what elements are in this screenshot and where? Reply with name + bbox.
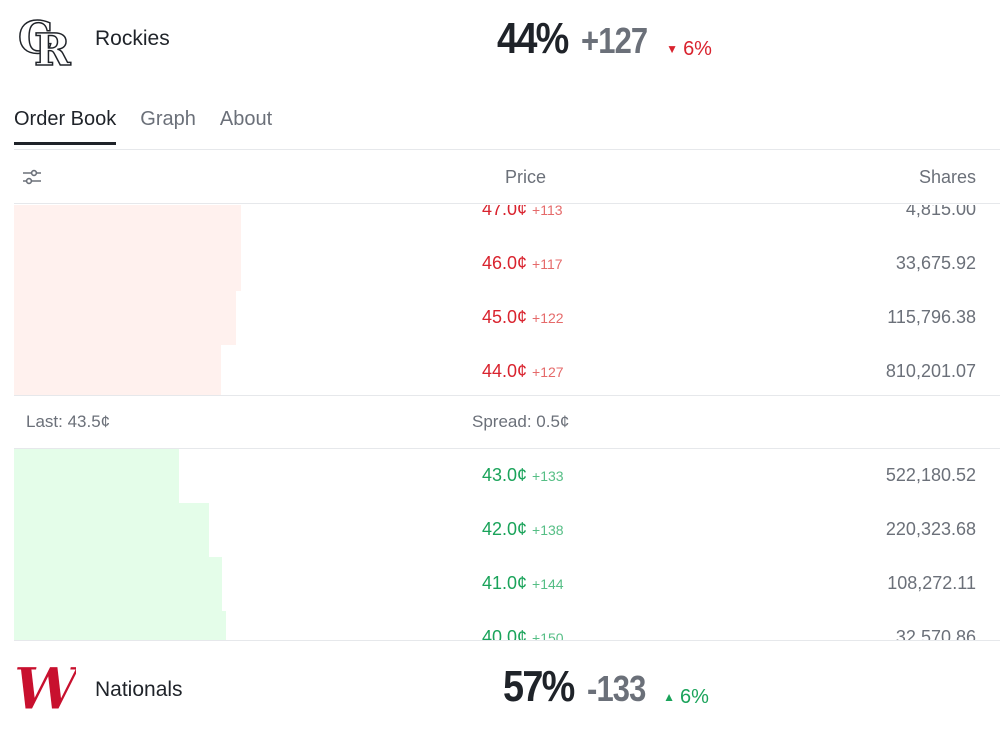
home-moneyline: +127 — [581, 20, 648, 61]
bottom-divider — [14, 640, 1000, 641]
ask-price: 46.0¢ — [482, 253, 528, 273]
ask-shares: 810,201.07 — [885, 361, 976, 381]
bid-price-cell: 43.0¢ +133 — [482, 465, 564, 486]
ask-shares: 4,815.00 — [905, 205, 976, 219]
bid-depth-bar — [14, 503, 210, 557]
bid-row[interactable]: 42.0¢ +138 220,323.68 — [14, 503, 1000, 557]
ask-price: 45.0¢ — [482, 307, 528, 327]
away-team-header: W Nationals 57% -133 ▲ 6% — [0, 651, 1000, 729]
away-change-value: 6% — [680, 685, 709, 708]
ask-price-cell: 44.0¢ +127 — [482, 361, 564, 382]
ask-row[interactable]: 44.0¢ +127 810,201.07 — [14, 345, 1000, 399]
ask-price-cell: 47.0¢ +113 — [482, 205, 563, 220]
svg-text:C: C — [18, 13, 53, 64]
tab-about[interactable]: About — [219, 108, 273, 130]
bid-american-odds: +144 — [532, 576, 564, 592]
bid-shares: 32,570.86 — [895, 627, 976, 641]
bid-price: 42.0¢ — [482, 519, 528, 539]
bid-price: 41.0¢ — [482, 573, 528, 593]
svg-text:R: R — [34, 25, 71, 69]
home-change-value: 6% — [683, 37, 712, 60]
away-odds: 57% -133 ▲ 6% — [503, 662, 709, 712]
ask-depth-bar — [14, 205, 241, 237]
bid-price-cell: 41.0¢ +144 — [482, 573, 564, 594]
away-team-name: Nationals — [95, 678, 183, 701]
bid-price: 43.0¢ — [482, 465, 528, 485]
ask-depth-bar — [14, 291, 236, 345]
ask-american-odds: +117 — [532, 256, 563, 272]
tabs-divider — [14, 149, 1000, 150]
bid-row[interactable]: 40.0¢ +150 32,570.86 — [14, 611, 1000, 641]
spread-value: Spread: 0.5¢ — [472, 412, 570, 431]
home-team-header: C R Rockies 44% +127 ▼ 6% — [0, 0, 1000, 80]
tab-bar: Order Book Graph About — [14, 108, 296, 145]
ask-shares: 33,675.92 — [895, 253, 976, 273]
bid-depth-bar — [14, 611, 226, 641]
tab-graph[interactable]: Graph — [140, 108, 196, 130]
bid-row[interactable]: 41.0¢ +144 108,272.11 — [14, 557, 1000, 611]
ask-price-cell: 46.0¢ +117 — [482, 253, 563, 274]
away-change: ▲ 6% — [663, 686, 709, 709]
triangle-down-icon: ▼ — [666, 42, 679, 56]
tab-order-book[interactable]: Order Book — [14, 108, 117, 145]
bid-american-odds: +138 — [532, 522, 564, 538]
rockies-logo-icon: C R — [16, 7, 76, 77]
price-column-header: Price — [505, 167, 547, 187]
order-book: 47.0¢ +113 4,815.00 46.0¢ +117 33,675.92… — [14, 205, 1000, 641]
ask-row[interactable]: 45.0¢ +122 115,796.38 — [14, 291, 1000, 345]
svg-text:W: W — [16, 659, 76, 721]
sliders-icon[interactable] — [22, 167, 42, 187]
home-odds: 44% +127 ▼ 6% — [497, 14, 712, 64]
home-team-name: Rockies — [95, 27, 170, 50]
spread-bar: Last: 43.5¢ Spread: 0.5¢ — [14, 395, 1000, 449]
ask-row[interactable]: 46.0¢ +117 33,675.92 — [14, 237, 1000, 291]
bid-american-odds: +133 — [532, 468, 564, 484]
bid-american-odds: +150 — [532, 630, 564, 641]
home-change: ▼ 6% — [666, 38, 712, 61]
ask-depth-bar — [14, 237, 241, 291]
home-probability: 44% — [497, 14, 569, 63]
ask-price: 44.0¢ — [482, 361, 528, 381]
ask-shares: 115,796.38 — [887, 307, 976, 327]
ask-american-odds: +113 — [532, 205, 563, 218]
bid-depth-bar — [14, 449, 179, 503]
ask-depth-bar — [14, 345, 222, 399]
bid-price: 40.0¢ — [482, 627, 528, 641]
shares-column-header: Shares — [918, 167, 976, 187]
nationals-logo-icon: W — [13, 655, 84, 724]
order-book-header: Price Shares — [14, 150, 1000, 204]
ask-row[interactable]: 47.0¢ +113 4,815.00 — [14, 205, 1000, 237]
away-probability: 57% — [503, 662, 575, 711]
bid-price-cell: 40.0¢ +150 — [482, 627, 564, 641]
ask-american-odds: +122 — [532, 310, 564, 326]
triangle-up-icon: ▲ — [663, 690, 676, 704]
bid-shares: 522,180.52 — [885, 465, 976, 485]
bid-shares: 108,272.11 — [887, 573, 976, 593]
bid-depth-bar — [14, 557, 223, 611]
bid-shares: 220,323.68 — [885, 519, 976, 539]
last-price: Last: 43.5¢ — [26, 412, 111, 431]
bid-row[interactable]: 43.0¢ +133 522,180.52 — [14, 449, 1000, 503]
ask-price-cell: 45.0¢ +122 — [482, 307, 564, 328]
ask-american-odds: +127 — [532, 364, 564, 380]
ask-price: 47.0¢ — [482, 205, 528, 219]
away-moneyline: -133 — [587, 668, 646, 709]
bid-price-cell: 42.0¢ +138 — [482, 519, 564, 540]
